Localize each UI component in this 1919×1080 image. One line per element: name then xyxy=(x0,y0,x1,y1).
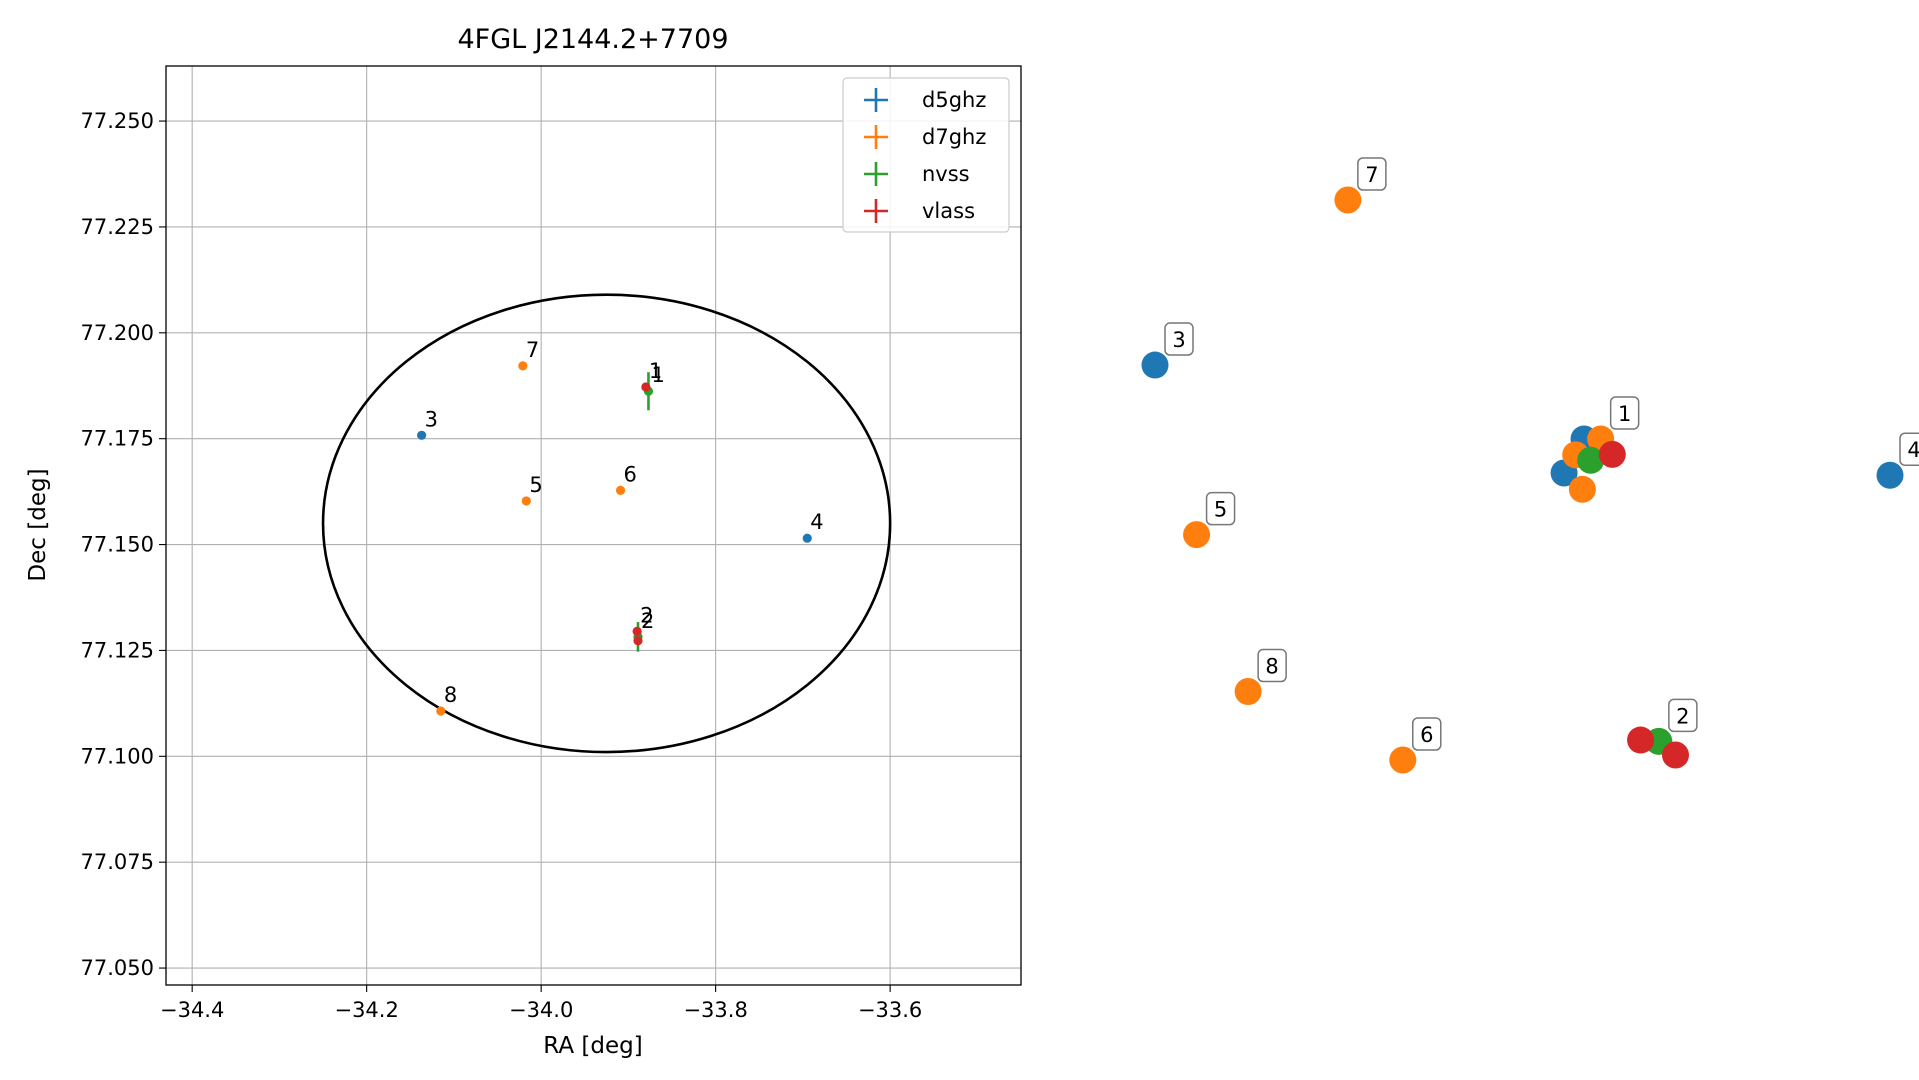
vlass-point xyxy=(633,636,643,646)
label-badge: 3 xyxy=(1164,322,1194,356)
y-tick-label: 77.050 xyxy=(81,956,154,980)
legend-frame xyxy=(842,77,1010,233)
vlass-marker xyxy=(1661,741,1689,769)
d5ghz-point xyxy=(417,430,427,440)
y-tick-label: 77.150 xyxy=(81,533,154,557)
label-badge: 4 xyxy=(1899,432,1919,466)
y-tick-label: 77.100 xyxy=(81,744,154,768)
d7ghz-marker xyxy=(1389,746,1417,774)
badge-text: 8 xyxy=(1265,655,1278,679)
x-tick-label: −33.8 xyxy=(683,998,747,1022)
d7ghz-marker xyxy=(1334,186,1362,214)
d5ghz-marker xyxy=(1876,461,1904,489)
localization-ellipse xyxy=(321,293,892,754)
badge-text: 3 xyxy=(1172,328,1185,352)
point-labels: 3 4 7 5 6 8 1 2 1 2 xyxy=(425,338,824,707)
point-label: 3 xyxy=(425,407,438,431)
label-badge: 8 xyxy=(1257,648,1287,683)
y-tick-label: 77.225 xyxy=(81,215,154,239)
point-label: 5 xyxy=(529,473,542,497)
badge-text: 7 xyxy=(1365,163,1378,187)
point-label: 1 xyxy=(651,363,664,387)
x-tick-label: −34.2 xyxy=(334,998,398,1022)
badge-box xyxy=(1164,322,1194,356)
y-tick-label: 77.200 xyxy=(81,321,154,345)
badge-text: 5 xyxy=(1214,498,1227,522)
label-badge: 1 xyxy=(1609,396,1640,430)
d7ghz-point xyxy=(521,496,531,506)
badge-box xyxy=(1205,491,1236,526)
y-tick-label: 77.175 xyxy=(81,427,154,451)
x-axis-label: RA [deg] xyxy=(543,1033,642,1059)
badge-text: 1 xyxy=(1618,402,1631,426)
badge-box xyxy=(1668,698,1698,733)
point-label: 8 xyxy=(444,683,457,707)
vlass-marker xyxy=(1598,440,1626,468)
d5ghz-marker xyxy=(1141,351,1169,379)
badge-labels: 3 4 7 5 6 8 1 2 xyxy=(1164,157,1919,751)
d7ghz-point xyxy=(518,361,528,371)
d7ghz-marker xyxy=(1568,475,1596,503)
legend: d5ghz d7ghz nvss vlass xyxy=(842,77,1010,233)
plot-frame xyxy=(165,65,1022,986)
badge-box xyxy=(1412,717,1442,751)
left-plot: 3 4 7 5 6 8 1 2 1 2 −34.4 −34.2 −34.0 −33.8 −33.6 77.0… xyxy=(25,24,1022,1059)
legend-label: nvss xyxy=(922,162,970,186)
axis-ticks: −34.4 −34.2 −34.0 −33.8 −33.6 77.050 77.075 77.… xyxy=(81,109,923,1022)
y-axis-label: Dec [deg] xyxy=(25,468,51,581)
x-tick-label: −33.6 xyxy=(858,998,922,1022)
label-badge: 7 xyxy=(1357,157,1387,191)
d5ghz-point xyxy=(802,533,812,543)
badge-box xyxy=(1257,648,1287,683)
badge-box xyxy=(1609,396,1640,430)
label-badge: 2 xyxy=(1668,698,1698,733)
legend-label: d7ghz xyxy=(922,125,986,149)
badge-box xyxy=(1357,157,1387,191)
y-tick-label: 77.125 xyxy=(81,638,154,662)
badge-text: 2 xyxy=(1676,704,1689,728)
nvss-marker xyxy=(1577,446,1605,474)
label-badge: 5 xyxy=(1205,491,1236,526)
point-label: 1 xyxy=(649,359,662,383)
right-plot: 3 4 7 5 6 8 1 2 xyxy=(1141,157,1919,774)
point-label: 7 xyxy=(526,338,539,362)
vlass-point xyxy=(632,626,642,636)
d7ghz-marker xyxy=(1234,678,1262,706)
badge-text: 4 xyxy=(1907,438,1919,462)
d7ghz-marker xyxy=(1183,521,1211,549)
point-label: 2 xyxy=(640,603,653,627)
y-tick-label: 77.075 xyxy=(81,850,154,874)
d7ghz-point xyxy=(615,485,626,495)
legend-label: d5ghz xyxy=(922,88,986,112)
error-ellipse xyxy=(321,293,892,754)
point-label: 6 xyxy=(624,462,637,486)
grid-lines xyxy=(166,66,1021,985)
point-label: 2 xyxy=(641,609,654,633)
data-points: 3 4 7 5 6 8 1 2 1 2 xyxy=(417,338,824,716)
vlass-marker xyxy=(1627,726,1655,754)
chart-title: 4FGL J2144.2+7709 xyxy=(457,24,728,55)
legend-label: vlass xyxy=(922,199,975,223)
y-tick-label: 77.250 xyxy=(81,109,154,133)
badge-text: 6 xyxy=(1420,723,1433,747)
label-badge: 6 xyxy=(1412,717,1442,751)
x-tick-label: −34.4 xyxy=(160,998,224,1022)
x-tick-label: −34.0 xyxy=(509,998,573,1022)
point-label: 4 xyxy=(810,510,823,534)
d7ghz-point xyxy=(436,706,446,716)
badge-box xyxy=(1899,432,1919,466)
vlass-point xyxy=(641,382,651,392)
